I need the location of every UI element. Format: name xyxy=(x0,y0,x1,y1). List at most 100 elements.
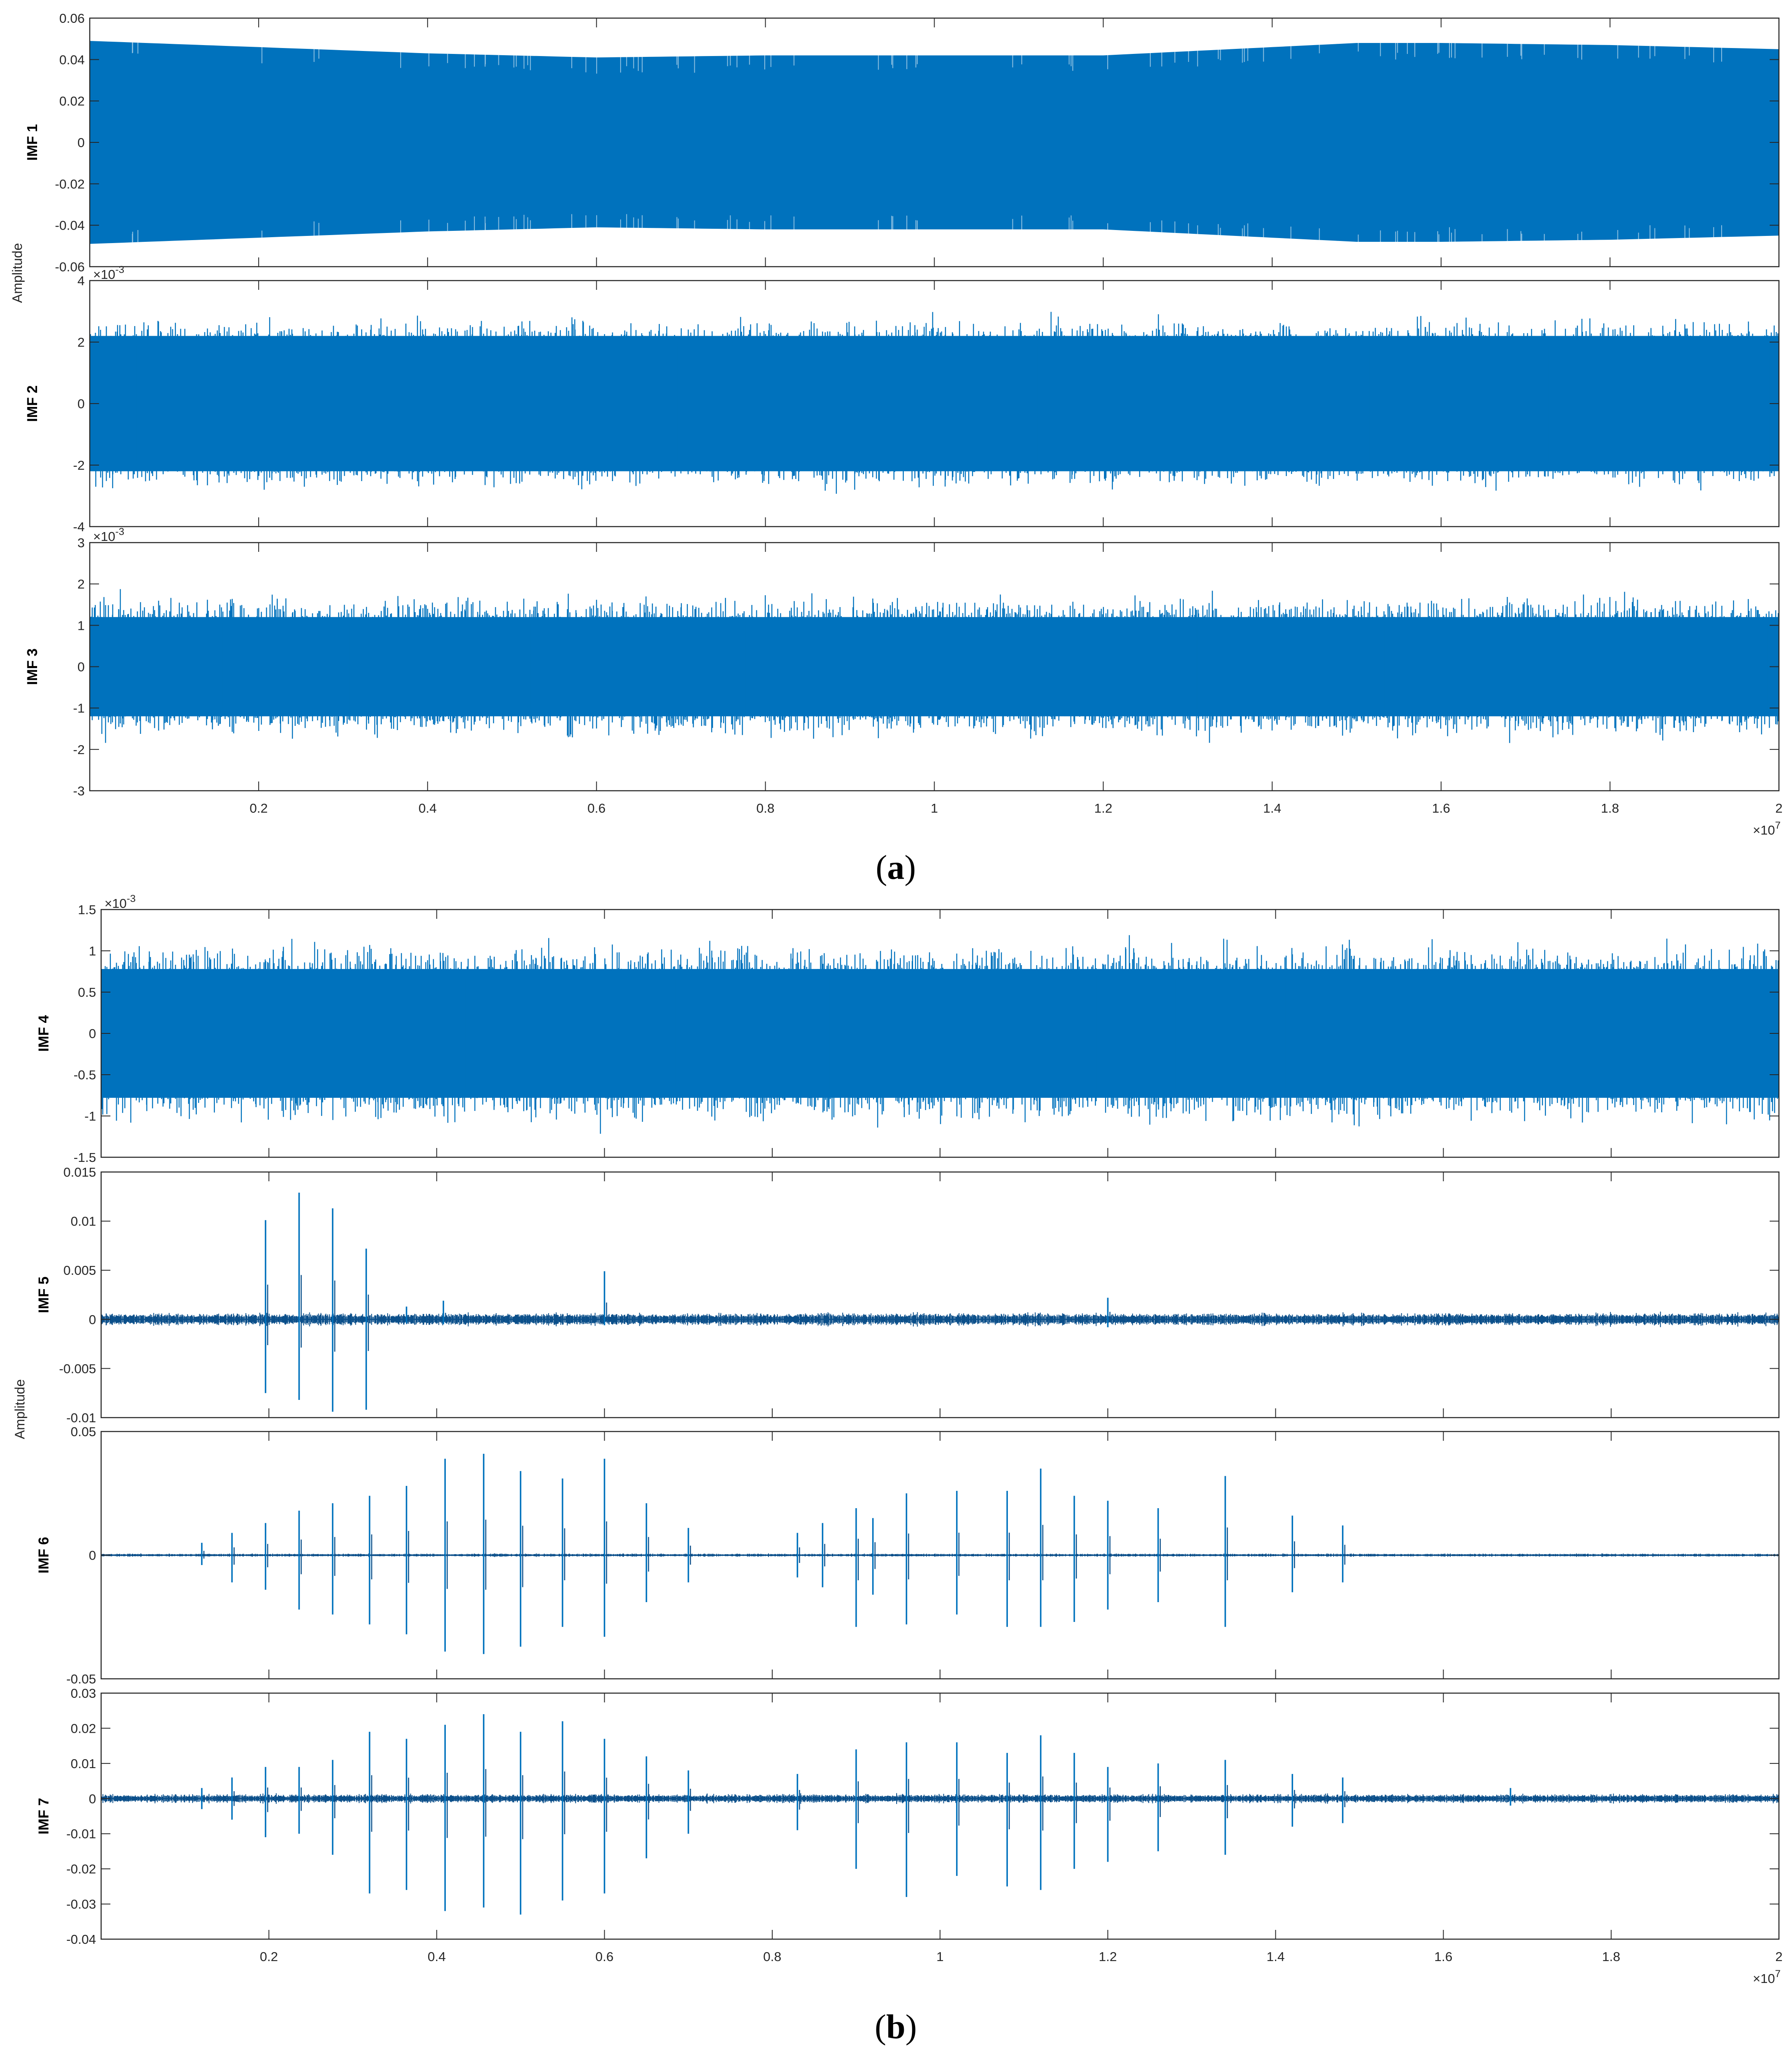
imf7-signal xyxy=(101,1714,1779,1915)
imf1-ytick-label-1: -0.04 xyxy=(55,218,85,233)
imf1-signal xyxy=(90,41,1779,244)
imf5-ytick-label-1: -0.005 xyxy=(59,1361,96,1376)
imf5-ytick-label-2: 0 xyxy=(89,1312,96,1327)
imf7-xtick-label-6: 1.4 xyxy=(1267,1949,1285,1964)
imf7-ytick-label-5: 0.01 xyxy=(71,1756,96,1771)
imf3-y-exponent: ×10-3 xyxy=(93,526,124,544)
imf3-ytick-label-1: -2 xyxy=(73,742,85,757)
imf3-xtick-label-0: 0.2 xyxy=(249,801,268,816)
imf7-xtick-label-5: 1.2 xyxy=(1099,1949,1117,1964)
imf5-ytick-label-0: -0.01 xyxy=(66,1410,96,1425)
imf1-ytick-label-0: -0.06 xyxy=(55,260,85,274)
imf7-xtick-label-8: 1.8 xyxy=(1602,1949,1620,1964)
imf7-xtick-label-1: 0.4 xyxy=(428,1949,446,1964)
imf7-xtick-label-2: 0.6 xyxy=(595,1949,613,1964)
imf5-frame xyxy=(100,1171,1780,1418)
imf1-axes: -0.06 -0.04 -0.02 0 0.02 0.04 0.06 IMF 1 xyxy=(24,11,1780,274)
imf2-y-exponent: ×10-3 xyxy=(93,264,124,282)
imf6-ytick-label-1: 0 xyxy=(89,1548,96,1563)
imf3-ytick-label-3: 0 xyxy=(78,660,85,674)
imf3-signal xyxy=(90,589,1779,743)
imf4-axes: -1.5 -1 -0.5 0 0.5 1 1.5 ×10-3 IMF 4 xyxy=(36,893,1780,1165)
imf7-xtick-label-3: 0.8 xyxy=(763,1949,781,1964)
imf7-ytick-label-0: -0.04 xyxy=(66,1932,96,1947)
imf7-ytick-label-4: 0 xyxy=(89,1791,96,1806)
imf3-xtick-label-9: 2 xyxy=(1775,801,1782,816)
imf7-ytick-label-7: 0.03 xyxy=(71,1686,96,1701)
imf3-ylabel: IMF 3 xyxy=(24,648,40,685)
amplitude-label-b: Amplitude xyxy=(12,1379,27,1439)
imf1-ytick-label-4: 0.02 xyxy=(59,94,85,109)
imf3-xtick-label-2: 0.6 xyxy=(587,801,605,816)
imf6-ytick-label-0: -0.05 xyxy=(66,1672,96,1686)
imf7-xtick-label-7: 1.6 xyxy=(1434,1949,1452,1964)
imf6-ylabel: IMF 6 xyxy=(36,1537,52,1573)
imf4-ytick-label-4: 0.5 xyxy=(78,985,96,1000)
imf3-xtick-label-6: 1.4 xyxy=(1263,801,1281,816)
imf3-xtick-label-5: 1.2 xyxy=(1094,801,1112,816)
imf1-envelope xyxy=(90,41,1779,244)
panel-b-caption: (b) xyxy=(875,2007,917,2046)
imf2-noise xyxy=(90,312,1779,494)
imf3-ytick-label-5: 2 xyxy=(78,577,85,591)
imf4-y-exponent: ×10-3 xyxy=(104,893,136,911)
plots-layer: -0.06 -0.04 -0.02 0 0.02 0.04 0.06 IMF 1 -4 -2 0 2 4… xyxy=(24,11,1783,1986)
imf6-signal xyxy=(101,1453,1779,1654)
imf2-ytick-label-2: 0 xyxy=(78,396,85,411)
imf1-ytick-label-3: 0 xyxy=(78,135,85,150)
imf3-xtick-label-1: 0.4 xyxy=(418,801,437,816)
imf4-ytick-label-6: 1.5 xyxy=(78,902,96,917)
imf4-noise xyxy=(101,935,1779,1134)
imf7-ytick-label-2: -0.02 xyxy=(66,1862,96,1876)
imf3-ytick-label-2: -1 xyxy=(73,701,85,716)
imf1-dips xyxy=(132,42,1722,243)
imf3-ytick-label-4: 1 xyxy=(78,618,85,633)
amplitude-label-a: Amplitude xyxy=(10,243,25,303)
imf6-ytick-label-2: 0.05 xyxy=(71,1424,96,1439)
imf7-ylabel: IMF 7 xyxy=(36,1798,52,1835)
imf7-xtick-label-0: 0.2 xyxy=(260,1949,278,1964)
imf5-ytick-label-5: 0.015 xyxy=(63,1165,96,1180)
imf2-signal xyxy=(90,312,1779,494)
imf7-xtick-label-4: 1 xyxy=(936,1949,943,1964)
imf3-xtick-label-4: 1 xyxy=(931,801,938,816)
imf7-ytick-label-6: 0.02 xyxy=(71,1721,96,1736)
imf4-ytick-label-0: -1.5 xyxy=(74,1150,96,1165)
imf5-ylabel: IMF 5 xyxy=(36,1276,52,1313)
imf3-axes: -3 -2 -1 0 1 2 3 ×10-3 IMF 3 0.2 0.4 0.6 0.8 1 1.2 1.4 1… xyxy=(24,526,1783,838)
imf5-ytick-label-4: 0.01 xyxy=(71,1214,96,1229)
imf7-ytick-label-3: -0.01 xyxy=(66,1827,96,1841)
imf3-xtick-label-3: 0.8 xyxy=(756,801,774,816)
imf3-xtick-label-7: 1.6 xyxy=(1432,801,1450,816)
imf5-ytick-label-3: 0.005 xyxy=(63,1263,96,1278)
imf5-axes: -0.01 -0.005 0 0.005 0.01 0.015 IMF 5 xyxy=(36,1165,1780,1425)
imf1-ytick-label-6: 0.06 xyxy=(59,11,85,26)
imf3-ytick-label-6: 3 xyxy=(78,535,85,550)
imf5-signal xyxy=(101,1192,1779,1412)
imf7-x-exponent: ×107 xyxy=(1753,1968,1781,1986)
imf1-ytick-label-5: 0.04 xyxy=(59,52,85,67)
panel-a-caption: (a) xyxy=(876,848,916,886)
imf1-ylabel: IMF 1 xyxy=(24,124,40,161)
imf4-ylabel: IMF 4 xyxy=(36,1015,52,1052)
imf7-xtick-label-9: 2 xyxy=(1775,1949,1782,1964)
imf4-ytick-label-3: 0 xyxy=(89,1026,96,1041)
imf2-axes: -4 -2 0 2 4 ×10-3 IMF 2 xyxy=(24,264,1780,534)
imf6-axes: -0.05 0 0.05 IMF 6 xyxy=(36,1424,1780,1686)
imf7-axes: -0.04 -0.03 -0.02 -0.01 0 0.01 0.02 0.03 IMF 7 0.… xyxy=(36,1686,1783,1986)
imf4-signal xyxy=(101,935,1779,1134)
imf2-ytick-label-0: -4 xyxy=(73,519,85,534)
imf3-x-exponent: ×107 xyxy=(1753,820,1781,838)
imf4-ytick-label-2: -0.5 xyxy=(74,1068,96,1082)
imf7-ytick-label-1: -0.03 xyxy=(66,1897,96,1912)
imf2-ytick-label-4: 4 xyxy=(78,273,85,288)
imf2-ytick-label-1: -2 xyxy=(73,458,85,473)
imf7-frame xyxy=(100,1692,1780,1940)
imf3-ytick-label-0: -3 xyxy=(73,784,85,798)
imf4-ytick-label-5: 1 xyxy=(89,944,96,958)
imf4-ytick-label-1: -1 xyxy=(84,1109,96,1124)
imf2-ylabel: IMF 2 xyxy=(24,385,40,422)
imf1-ytick-label-2: -0.02 xyxy=(55,177,85,191)
imf2-ytick-label-3: 2 xyxy=(78,335,85,350)
